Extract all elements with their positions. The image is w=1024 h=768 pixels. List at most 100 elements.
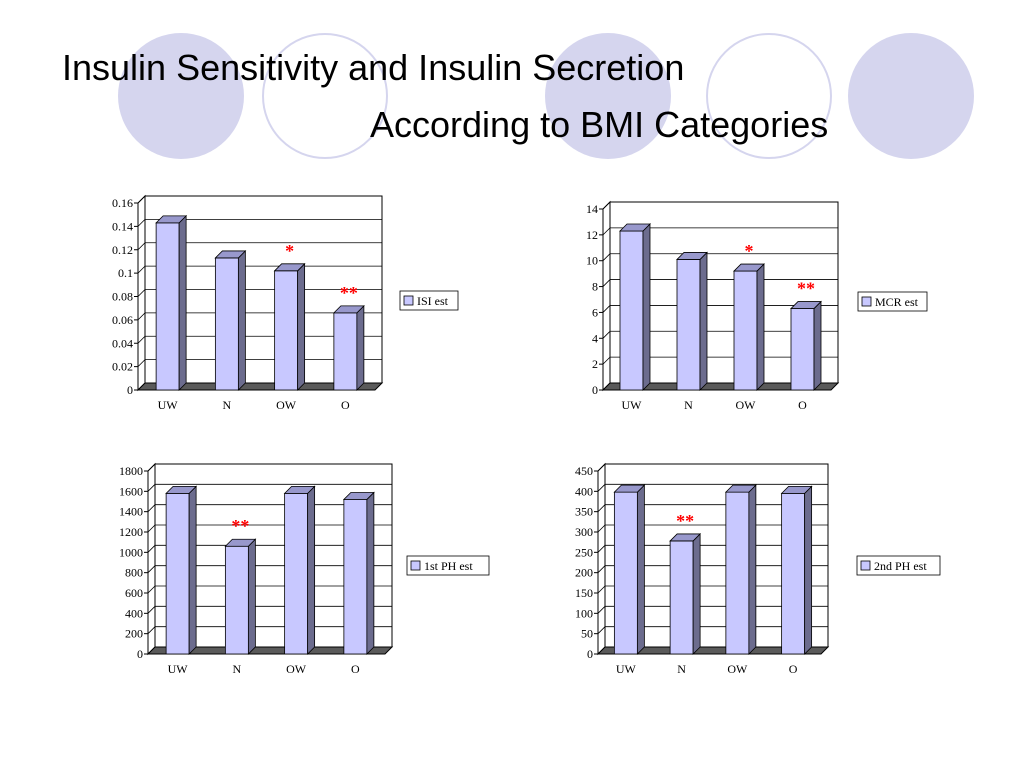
x-tick-label: UW <box>622 398 643 412</box>
bar-N-top <box>214 250 247 259</box>
gridline-depth <box>147 484 156 492</box>
bar-OW-front <box>725 491 750 655</box>
gridline-depth <box>602 305 611 313</box>
bar-UW-side <box>642 223 651 391</box>
legend-label: MCR est <box>875 295 919 309</box>
x-tick-label: N <box>233 662 242 676</box>
bar-UW-side <box>636 484 645 655</box>
y-tick-label: 300 <box>575 525 593 539</box>
bar-UW-top <box>613 484 646 493</box>
bar-OW-front <box>284 492 309 655</box>
gridline-depth <box>137 289 146 297</box>
y-tick-label: 400 <box>125 606 143 620</box>
bar-O-top <box>332 305 365 314</box>
legend-box <box>399 290 459 311</box>
x-tick-label: O <box>351 662 360 676</box>
y-tick-label: 0.02 <box>112 360 133 374</box>
significance-marker: ** <box>797 279 815 299</box>
y-tick-label: 0 <box>127 383 133 397</box>
y-tick-label: 1200 <box>119 525 143 539</box>
gridline-depth <box>137 312 146 321</box>
x-tick-label: UW <box>616 662 637 676</box>
bar-UW-front <box>613 491 638 655</box>
x-tick-label: N <box>684 398 693 412</box>
gridline-depth <box>597 504 606 512</box>
y-tick-label: 200 <box>125 627 143 641</box>
bar-OW-top <box>283 485 316 494</box>
y-tick-label: 0.04 <box>112 336 133 350</box>
bar-O-side <box>356 304 365 391</box>
legend-box <box>856 555 941 576</box>
gridline-depth <box>147 585 156 594</box>
y-tick-label: 0.1 <box>118 266 133 280</box>
significance-marker: * <box>285 241 294 261</box>
gridline-depth <box>597 524 606 533</box>
y-tick-label: 0.12 <box>112 243 133 257</box>
y-tick-label: 1800 <box>119 464 143 478</box>
bar-UW-top <box>165 485 198 494</box>
gridline-depth <box>147 524 156 533</box>
y-tick-label: 8 <box>592 280 598 294</box>
bar-O-top <box>780 485 813 494</box>
bar-N-front <box>676 259 701 391</box>
bar-N-top <box>676 252 708 260</box>
gridline-depth <box>147 606 156 614</box>
bar-OW-front <box>274 270 299 391</box>
legend-swatch <box>410 560 421 571</box>
bar-OW-top <box>273 263 306 272</box>
bar-UW-top <box>619 223 651 232</box>
y-tick-label: 400 <box>575 484 593 498</box>
gridline-depth <box>597 626 606 634</box>
bar-O-side <box>813 300 822 391</box>
y-tick-label: 800 <box>125 566 143 580</box>
y-tick-label: 450 <box>575 464 593 478</box>
gridline-depth <box>597 585 606 594</box>
y-tick-label: 600 <box>125 586 143 600</box>
gridline-depth <box>602 356 611 365</box>
gridline-depth <box>147 626 156 634</box>
bar-UW-front <box>155 222 180 391</box>
x-tick-label: O <box>789 662 798 676</box>
bar-N-front <box>669 540 694 655</box>
bar-N-front <box>214 257 239 391</box>
y-tick-label: 250 <box>575 545 593 559</box>
bar-UW-front <box>165 492 190 655</box>
significance-marker: ** <box>231 516 249 536</box>
slide-title-line-1: Insulin Sensitivity and Insulin Secretio… <box>62 47 685 88</box>
y-tick-label: 10 <box>586 254 598 268</box>
gridline-depth <box>602 279 611 287</box>
x-tick-label: OW <box>736 398 757 412</box>
legend-label: 1st PH est <box>424 559 473 573</box>
bar-N-top <box>669 533 702 542</box>
significance-marker: ** <box>340 283 358 303</box>
plot-side-wall <box>602 200 611 392</box>
gridline-depth <box>602 201 611 210</box>
x-tick-label: O <box>798 398 807 412</box>
y-tick-label: 0.14 <box>112 219 133 233</box>
legend-box <box>406 555 490 576</box>
gridline-depth <box>602 227 611 236</box>
gridline-depth <box>137 242 146 251</box>
bar-OW-top <box>733 263 765 272</box>
y-tick-label: 12 <box>586 228 598 242</box>
y-tick-label: 0 <box>137 647 143 661</box>
bar-UW-side <box>188 485 197 655</box>
y-tick-label: 0.08 <box>112 290 133 304</box>
bar-O-top <box>342 492 375 500</box>
legend-swatch <box>403 295 414 306</box>
gridline-depth <box>137 335 146 344</box>
bar-N-top <box>224 538 257 547</box>
bar-N-side <box>699 251 708 391</box>
y-tick-label: 14 <box>586 202 598 216</box>
gridline-depth <box>602 331 611 339</box>
bar-O-side <box>804 485 813 655</box>
y-tick-label: 1000 <box>119 545 143 559</box>
y-tick-label: 50 <box>581 627 593 641</box>
bar-UW-side <box>178 214 187 391</box>
bar-OW-side <box>307 485 316 655</box>
legend-box <box>857 291 928 312</box>
y-tick-label: 1400 <box>119 505 143 519</box>
decor-circle-1 <box>118 33 244 159</box>
bar-O-front <box>333 312 358 391</box>
